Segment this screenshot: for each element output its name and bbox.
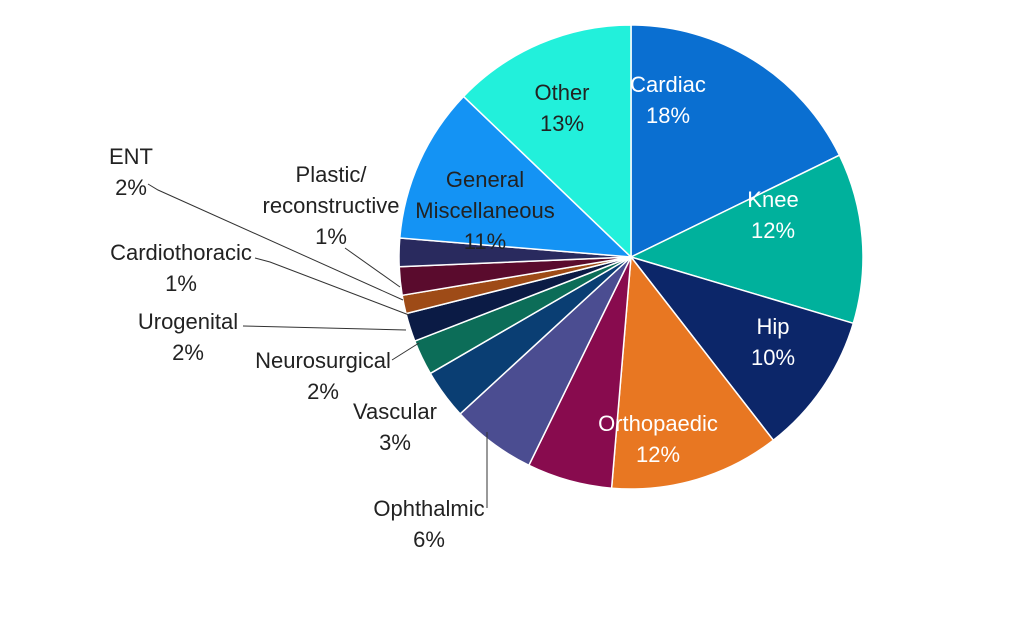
label-ent: ENT 2%	[109, 144, 153, 200]
leader-plastic-reconstructive	[344, 247, 401, 288]
label-plastic-reconstructive: Plastic/reconstructive 1%	[263, 162, 400, 249]
slice-cardiac	[630, 24, 841, 259]
slice-hip	[628, 255, 855, 442]
label-neurosurgical: Neurosurgical 2%	[255, 348, 391, 404]
slice-orthopaedic	[610, 255, 775, 490]
leader-cardiothoracic	[254, 257, 410, 316]
label-cardiothoracic: Cardiothoracic 1%	[110, 240, 252, 296]
label-cardiac: Cardiac 18%	[630, 72, 706, 128]
leader-ent	[147, 183, 404, 301]
leader-neurosurgical	[391, 342, 420, 361]
label-ophthalmic: Ophthalmic 6%	[373, 496, 484, 552]
label-urogenital: Urogenital 2%	[138, 309, 238, 365]
leader-lines	[147, 183, 488, 508]
label-knee: Knee 12%	[747, 187, 798, 243]
slice-other	[462, 24, 632, 259]
label-other: Other 13%	[534, 80, 589, 136]
slice-knee	[628, 154, 864, 325]
slice-labels: Cardiac 18% Knee 12% Hip 10% Orthopaedic 12% Oph…	[109, 72, 799, 552]
label-vascular: Vascular 3%	[353, 399, 437, 455]
label-hip: Hip 10%	[751, 314, 795, 370]
label-orthopaedic: Orthopaedic 12%	[598, 411, 718, 467]
slice-general-miscellaneous	[398, 95, 634, 258]
leader-urogenital	[242, 325, 407, 331]
label-general-miscellaneous: General Miscellaneous 11%	[415, 167, 554, 254]
pie-slices	[398, 24, 864, 490]
